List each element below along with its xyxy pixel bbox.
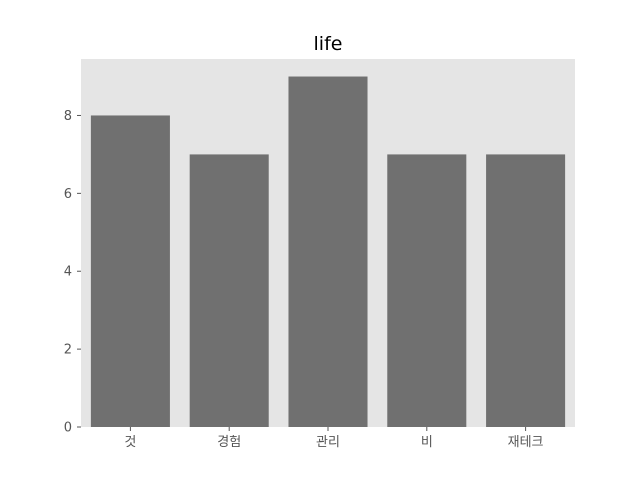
y-axis: 0 2 4 6 8 xyxy=(64,109,81,436)
x-tick-label: 관리 xyxy=(316,435,340,450)
y-tick-label: 2 xyxy=(64,343,72,358)
bar-1 xyxy=(90,115,170,427)
x-tick-label: 것 xyxy=(124,435,136,450)
x-tick-label: 비 xyxy=(421,435,433,450)
y-tick-label: 4 xyxy=(64,265,72,280)
x-tick-label: 재테크 xyxy=(508,435,544,450)
bar-3 xyxy=(288,76,368,428)
bar-5 xyxy=(486,154,566,427)
y-tick-label: 0 xyxy=(64,421,72,436)
y-tick-label: 6 xyxy=(64,187,72,202)
chart-title: life xyxy=(314,33,343,55)
bars-group xyxy=(90,76,566,428)
x-tick-label: 경험 xyxy=(217,435,241,450)
x-axis: 것 경험 관리 비 재테크 xyxy=(124,427,544,450)
bar-4 xyxy=(387,154,467,427)
bar-2 xyxy=(189,154,269,427)
y-tick-label: 8 xyxy=(64,109,72,124)
